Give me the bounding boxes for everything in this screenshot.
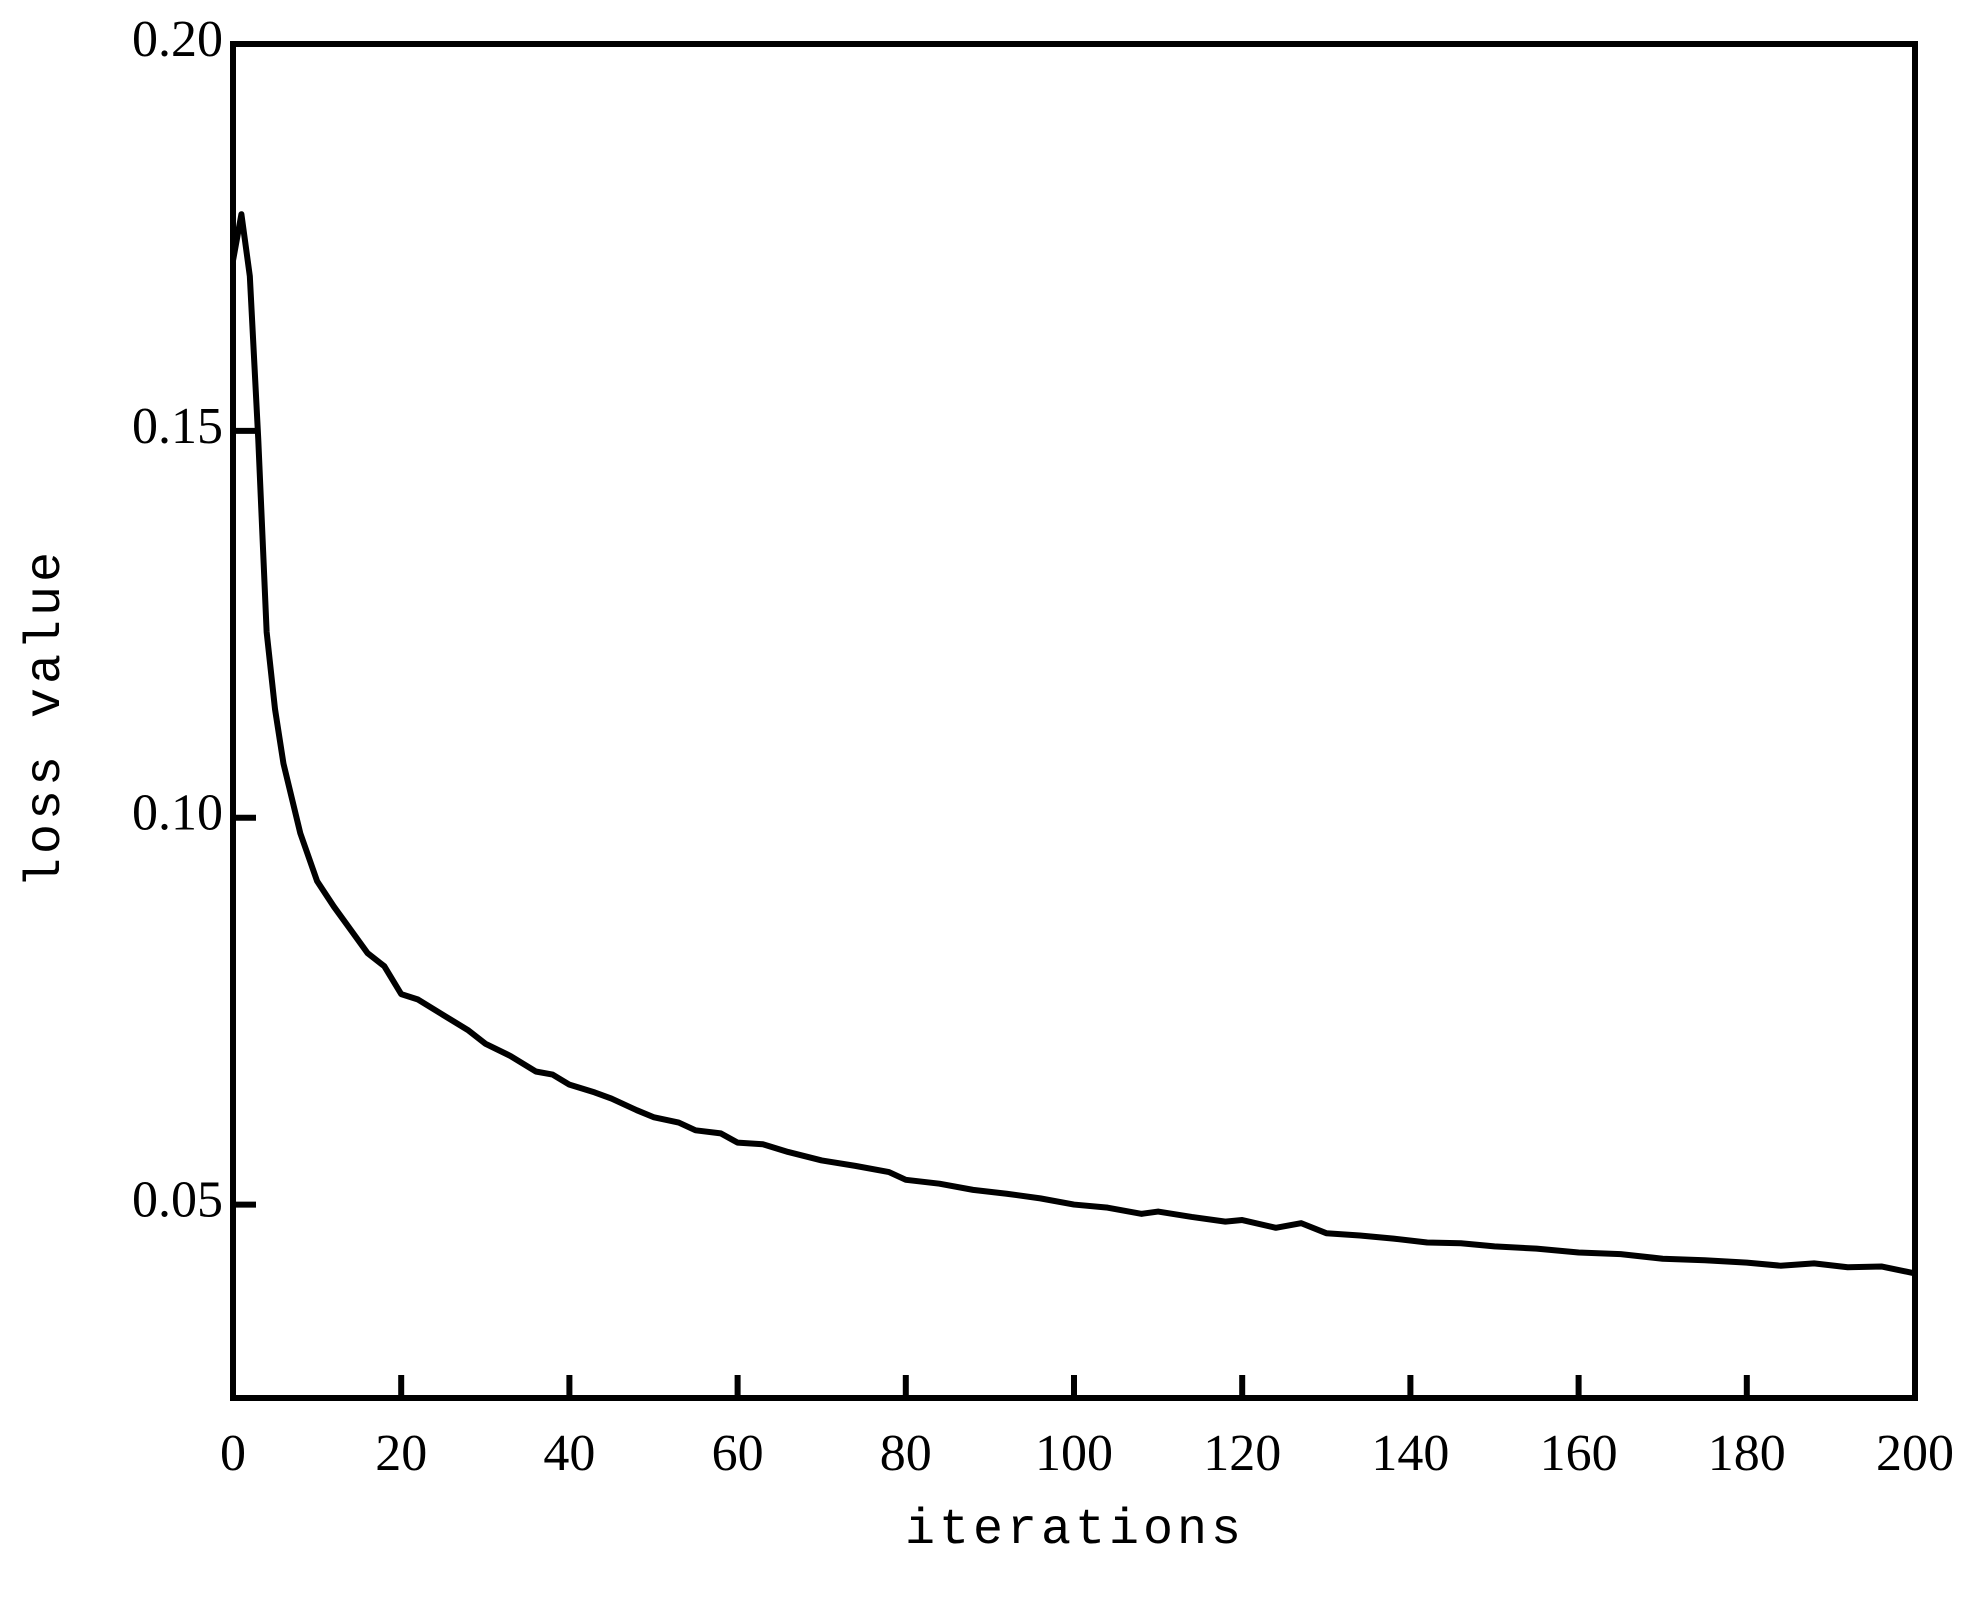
x-tick-label: 100 (1035, 1425, 1113, 1482)
y-tick-label: 0.10 (132, 785, 223, 842)
x-tick-label: 20 (375, 1425, 427, 1482)
x-tick-label: 80 (880, 1425, 932, 1482)
x-tick-label: 40 (543, 1425, 595, 1482)
y-tick-label: 0.15 (132, 398, 223, 455)
x-tick-label: 60 (712, 1425, 764, 1482)
x-tick-label: 180 (1708, 1425, 1786, 1482)
y-axis-label: loss value (18, 548, 75, 888)
x-tick-label: 0 (220, 1425, 246, 1482)
x-axis-label: iterations (905, 1502, 1245, 1559)
y-tick-label: 0.05 (132, 1172, 223, 1229)
x-tick-label: 120 (1203, 1425, 1281, 1482)
x-tick-label: 160 (1540, 1425, 1618, 1482)
x-tick-label: 200 (1876, 1425, 1954, 1482)
y-tick-label: 0.20 (132, 11, 223, 68)
plot-frame (230, 41, 1918, 1401)
x-tick-label: 140 (1371, 1425, 1449, 1482)
loss-line (230, 211, 1916, 1277)
